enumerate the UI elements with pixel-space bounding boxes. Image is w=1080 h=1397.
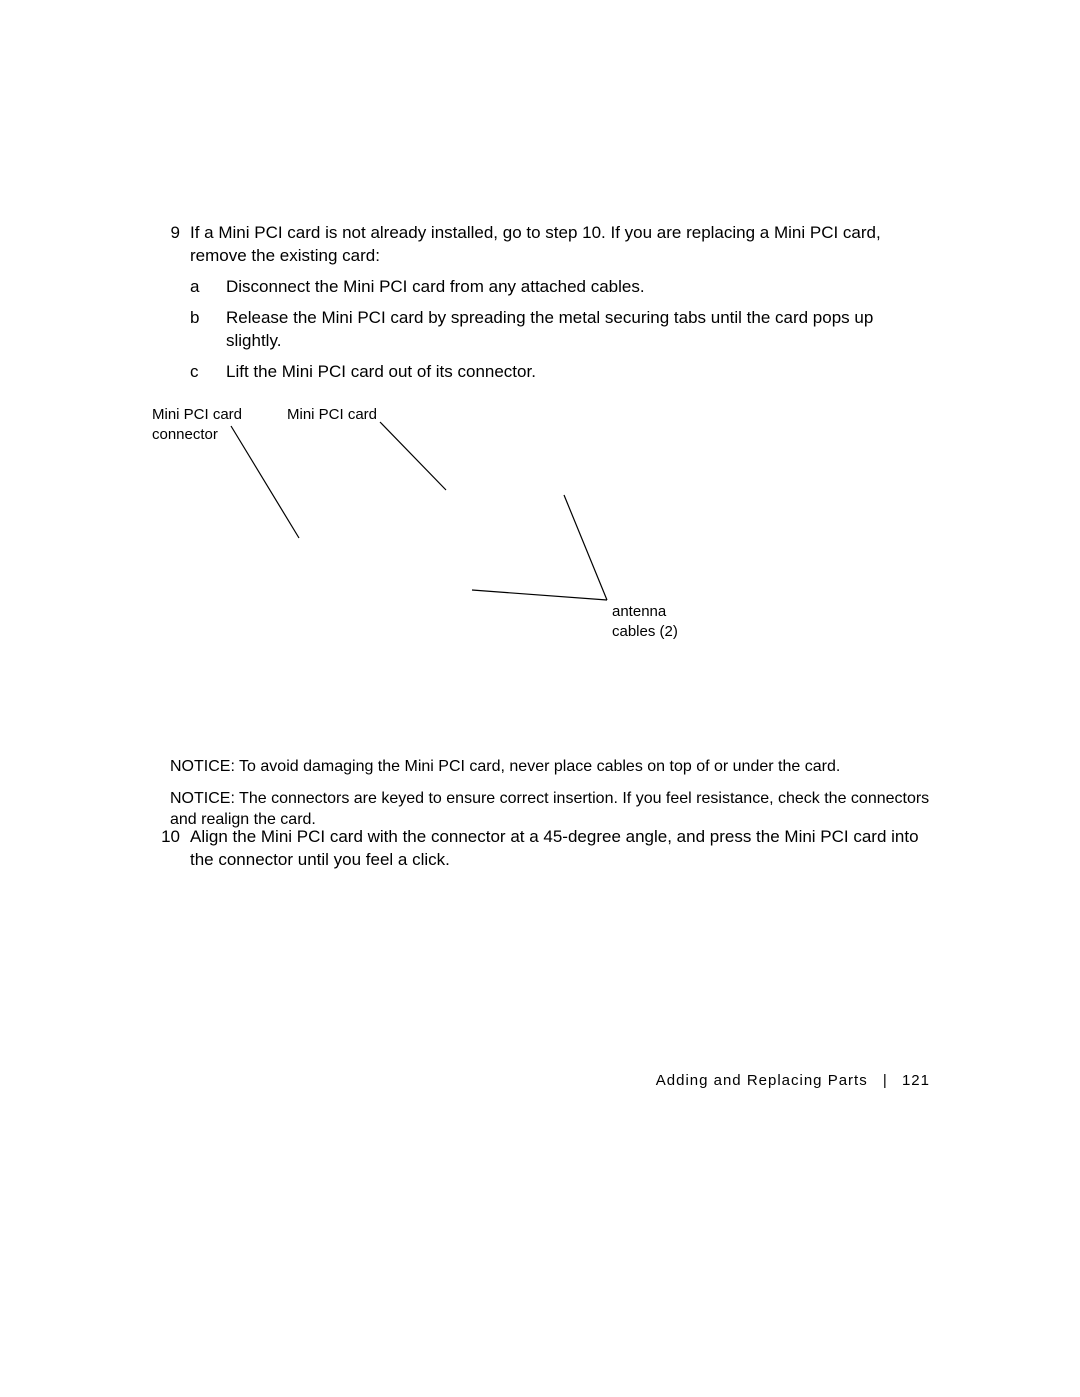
notice-text: To avoid damaging the Mini PCI card, nev…: [239, 758, 840, 775]
step-number: 9: [152, 222, 190, 384]
content-block: 9 If a Mini PCI card is not already inst…: [152, 222, 932, 394]
step-10-block: 10 Align the Mini PCI card with the conn…: [152, 826, 932, 882]
line-antenna-1: [472, 590, 607, 600]
step-9: 9 If a Mini PCI card is not already inst…: [152, 222, 932, 384]
substep-letter: b: [190, 307, 226, 353]
notice-prefix: NOTICE:: [170, 790, 235, 807]
step-10: 10 Align the Mini PCI card with the conn…: [152, 826, 932, 872]
substep-text: Lift the Mini PCI card out of its connec…: [226, 361, 932, 384]
substep-a: a Disconnect the Mini PCI card from any …: [190, 276, 932, 299]
notice-text: The connectors are keyed to ensure corre…: [170, 790, 929, 829]
step-text: If a Mini PCI card is not already instal…: [190, 223, 881, 265]
substep-c: c Lift the Mini PCI card out of its conn…: [190, 361, 932, 384]
page-footer: Adding and Replacing Parts | 121: [0, 1072, 1080, 1089]
line-connector: [231, 426, 299, 538]
footer-page-number: 121: [902, 1072, 930, 1089]
substep-letter: c: [190, 361, 226, 384]
footer-separator: |: [873, 1072, 897, 1089]
step-text: Align the Mini PCI card with the connect…: [190, 826, 932, 872]
substep-text: Disconnect the Mini PCI card from any at…: [226, 276, 932, 299]
notice-prefix: NOTICE:: [170, 758, 235, 775]
line-antenna-2: [564, 495, 607, 600]
diagram: Mini PCI card connector Mini PCI card an…: [152, 400, 932, 740]
step-body: If a Mini PCI card is not already instal…: [190, 222, 932, 384]
page: 9 If a Mini PCI card is not already inst…: [0, 0, 1080, 1397]
step-number: 10: [152, 826, 190, 872]
notice-1: NOTICE: To avoid damaging the Mini PCI c…: [170, 756, 930, 778]
substep-b: b Release the Mini PCI card by spreading…: [190, 307, 932, 353]
callout-lines: [152, 400, 932, 740]
footer-section: Adding and Replacing Parts: [656, 1072, 868, 1089]
notice-2: NOTICE: The connectors are keyed to ensu…: [170, 788, 930, 831]
substep-text: Release the Mini PCI card by spreading t…: [226, 307, 932, 353]
line-card: [380, 422, 446, 490]
substep-letter: a: [190, 276, 226, 299]
